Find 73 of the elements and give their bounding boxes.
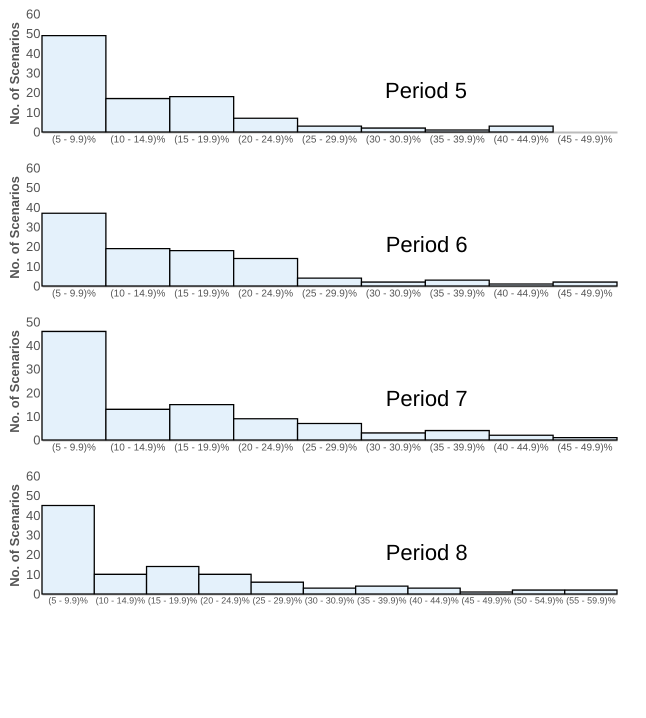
y-tick-label: 10 [26, 104, 40, 120]
x-tick-label: (20 - 24.9)% [200, 596, 250, 606]
x-tick-label: (40 - 44.9)% [494, 288, 549, 300]
y-tick-label: 30 [26, 362, 40, 377]
y-tick-label: 10 [26, 408, 40, 424]
y-tick-label: 10 [26, 258, 40, 274]
text: Period 7 [386, 386, 468, 411]
x-tick-label: (35 - 39.9)% [430, 442, 485, 454]
x-tick-label: (15 - 19.9)% [148, 596, 198, 606]
text: Period 6 [386, 232, 468, 257]
y-tick-label: 20 [26, 385, 40, 400]
x-tick-label: (10 - 14.9)% [110, 442, 166, 454]
y-tick-label: 50 [26, 488, 40, 504]
x-tick-label: (25 - 29.9)% [252, 596, 302, 606]
x-tick-label: (45 - 49.9)% [558, 442, 613, 454]
y-tick-label: 40 [26, 200, 40, 215]
x-tick-label: (15 - 19.9)% [174, 134, 230, 146]
y-tick-label: 30 [26, 220, 40, 234]
y-axis-title: No. of Scenarios [7, 22, 22, 125]
x-tick-label: (10 - 14.9)% [96, 596, 146, 606]
y-tick-label: 40 [26, 508, 40, 523]
y-tick-label: 20 [26, 547, 40, 562]
x-tick-label: (15 - 19.9)% [174, 288, 230, 300]
y-tick-label: 60 [26, 468, 40, 484]
x-tick-label: (20 - 24.9)% [238, 134, 294, 146]
x-tick-label: (5 - 9.9)% [52, 442, 96, 454]
x-tick-label: (15 - 19.9)% [174, 442, 230, 454]
y-tick-label: 0 [33, 278, 40, 294]
y-tick-label: 40 [26, 338, 40, 354]
x-tick-label: (30 - 30.9)% [366, 288, 422, 300]
x-tick-label: (20 - 24.9)% [238, 442, 294, 454]
x-tick-label: (5 - 9.9)% [48, 596, 88, 606]
x-tick-label: (25 - 29.9)% [302, 288, 358, 300]
y-tick-label: 60 [26, 160, 40, 176]
x-tick-label: (10 - 14.9)% [110, 288, 166, 300]
x-tick-label: (25 - 29.9)% [302, 442, 358, 454]
y-tick-label: 20 [26, 239, 40, 254]
x-tick-label: (5 - 9.9)% [52, 134, 96, 146]
x-tick-label: (20 - 24.9)% [238, 288, 294, 300]
x-tick-label: (30 - 30.9)% [366, 442, 422, 454]
x-tick-label: (25 - 29.9)% [302, 134, 358, 146]
x-tick-label: (45 - 49.9)% [558, 134, 613, 146]
text: Period 5 [385, 78, 467, 103]
x-tick-label: (30 - 30.9)% [366, 134, 422, 146]
x-tick-label: (35 - 39.9)% [430, 288, 485, 300]
y-tick-label: 10 [26, 566, 40, 582]
y-tick-label: 0 [33, 586, 40, 602]
y-tick-label: 50 [26, 314, 40, 330]
x-tick-label: (55 - 59.9)% [566, 596, 616, 606]
x-tick-label: (35 - 39.9)% [357, 596, 407, 606]
x-tick-label: (40 - 44.9)% [409, 596, 459, 606]
y-tick-label: 30 [26, 66, 40, 80]
y-axis-title: No. of Scenarios [7, 176, 22, 279]
x-tick-label: (5 - 9.9)% [52, 288, 96, 300]
y-tick-label: 50 [26, 180, 40, 196]
x-tick-label: (45 - 49.9)% [462, 596, 512, 606]
x-tick-label: (50 - 54.9)% [514, 596, 564, 606]
y-tick-label: 40 [26, 46, 40, 61]
y-tick-label: 0 [33, 124, 40, 140]
x-tick-label: (45 - 49.9)% [558, 288, 613, 300]
x-tick-label: (30 - 30.9)% [304, 596, 354, 606]
x-tick-label: (35 - 39.9)% [430, 134, 485, 146]
y-tick-label: 30 [26, 528, 40, 542]
y-axis-title: No. of Scenarios [7, 330, 22, 433]
text: Period 8 [386, 540, 468, 565]
y-tick-label: 50 [26, 26, 40, 42]
x-tick-label: (10 - 14.9)% [110, 134, 166, 146]
y-tick-label: 60 [26, 6, 40, 22]
x-tick-label: (40 - 44.9)% [494, 442, 549, 454]
y-tick-label: 20 [26, 85, 40, 100]
y-axis-title: No. of Scenarios [7, 484, 22, 587]
x-tick-label: (40 - 44.9)% [494, 134, 549, 146]
y-tick-label: 0 [33, 432, 40, 448]
